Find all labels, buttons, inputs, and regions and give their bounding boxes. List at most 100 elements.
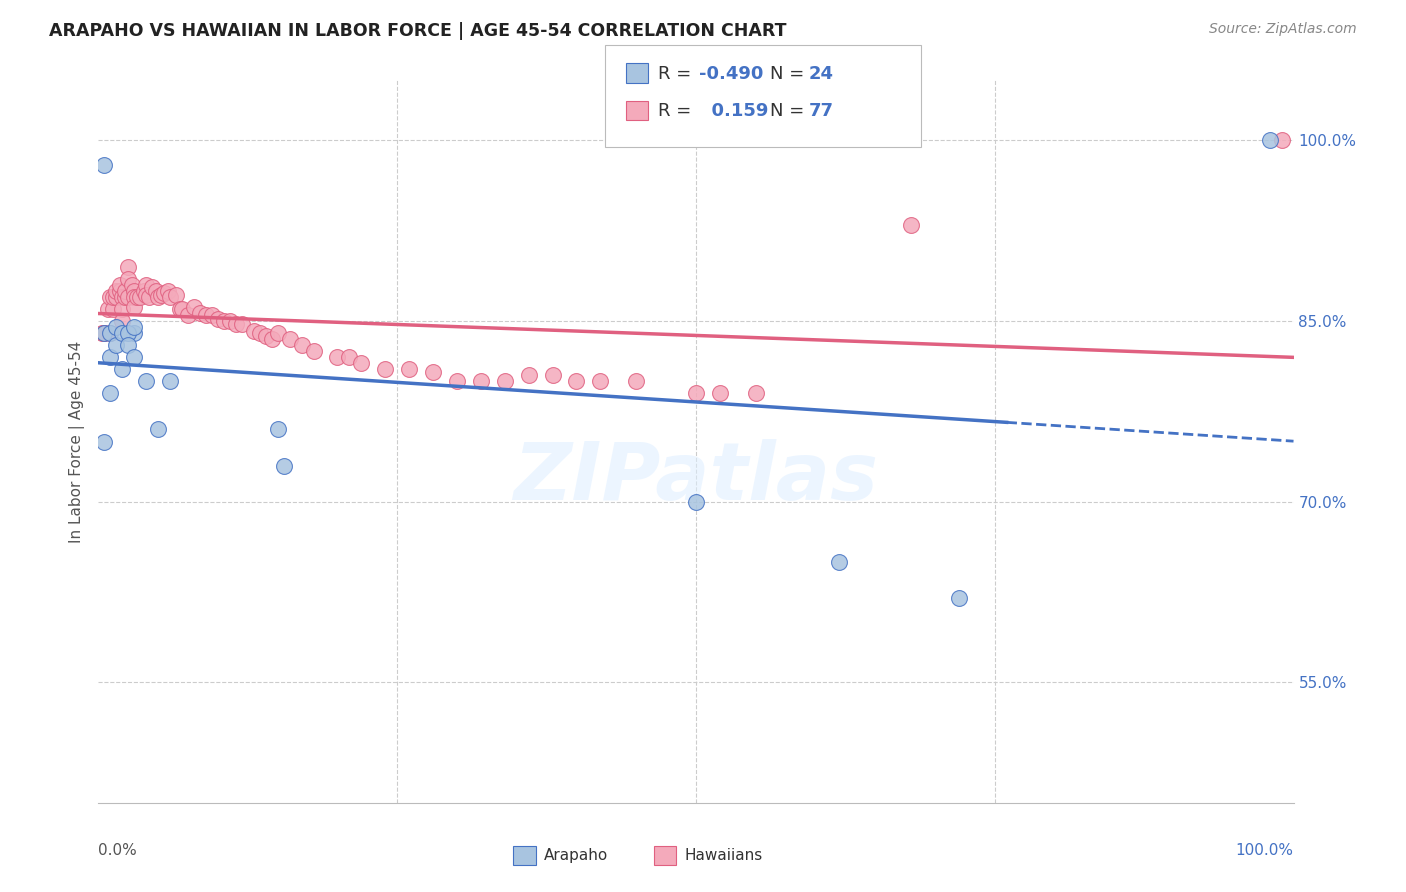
- Point: [93, 158, 115, 172]
- Point: [183, 300, 205, 314]
- Point: [249, 326, 271, 341]
- Text: N =: N =: [770, 65, 810, 83]
- Point: [828, 555, 851, 569]
- Point: [111, 314, 134, 328]
- Point: [141, 280, 163, 294]
- Point: [165, 287, 187, 301]
- Point: [98, 386, 122, 401]
- Text: ZIPatlas: ZIPatlas: [513, 439, 879, 516]
- Point: [101, 290, 124, 304]
- Point: [108, 277, 131, 292]
- Point: [494, 375, 516, 389]
- Point: [125, 290, 148, 304]
- Point: [124, 320, 146, 334]
- Text: N =: N =: [770, 103, 810, 120]
- Point: [148, 423, 170, 437]
- Point: [91, 326, 114, 341]
- Point: [148, 290, 170, 304]
- Point: [273, 458, 295, 473]
- Text: 24: 24: [808, 65, 834, 83]
- Point: [589, 375, 612, 389]
- Point: [212, 314, 235, 328]
- Text: R =: R =: [658, 65, 697, 83]
- Text: 0.159: 0.159: [699, 103, 768, 120]
- Point: [138, 290, 160, 304]
- Point: [172, 301, 194, 317]
- Point: [135, 375, 157, 389]
- Point: [446, 375, 468, 389]
- Point: [231, 317, 253, 331]
- Point: [350, 356, 373, 370]
- Point: [111, 326, 134, 341]
- Point: [195, 308, 218, 322]
- Point: [93, 326, 115, 341]
- Point: [685, 495, 707, 509]
- Point: [626, 375, 648, 389]
- Point: [243, 324, 266, 338]
- Point: [114, 284, 136, 298]
- Point: [108, 284, 131, 298]
- Point: [98, 290, 122, 304]
- Point: [93, 326, 115, 341]
- Point: [422, 365, 444, 379]
- Point: [129, 290, 152, 304]
- Point: [326, 351, 349, 365]
- Point: [117, 260, 139, 274]
- Point: [374, 362, 396, 376]
- Point: [339, 351, 361, 365]
- Point: [398, 362, 420, 376]
- Text: R =: R =: [658, 103, 697, 120]
- Point: [124, 284, 146, 298]
- Point: [745, 386, 768, 401]
- Point: [117, 326, 139, 341]
- Point: [260, 332, 283, 346]
- Y-axis label: In Labor Force | Age 45-54: In Labor Force | Age 45-54: [69, 341, 86, 542]
- Point: [124, 351, 146, 365]
- Text: 77: 77: [808, 103, 834, 120]
- Point: [149, 287, 172, 301]
- Point: [159, 290, 181, 304]
- Point: [201, 308, 224, 322]
- Point: [124, 290, 146, 304]
- Point: [156, 284, 179, 298]
- Point: [565, 375, 588, 389]
- Point: [93, 326, 115, 341]
- Point: [169, 301, 191, 317]
- Point: [98, 326, 122, 341]
- Point: [267, 326, 290, 341]
- Point: [97, 301, 120, 317]
- Point: [709, 386, 731, 401]
- Point: [98, 326, 122, 341]
- Text: Hawaiians: Hawaiians: [685, 848, 763, 863]
- Point: [105, 290, 128, 304]
- Point: [105, 320, 128, 334]
- Point: [177, 308, 200, 322]
- Point: [1258, 133, 1281, 147]
- Point: [124, 326, 146, 341]
- Point: [188, 306, 211, 320]
- Point: [101, 301, 124, 317]
- Point: [98, 351, 122, 365]
- Point: [302, 344, 325, 359]
- Point: [135, 277, 157, 292]
- Point: [1271, 133, 1294, 147]
- Text: ARAPAHO VS HAWAIIAN IN LABOR FORCE | AGE 45-54 CORRELATION CHART: ARAPAHO VS HAWAIIAN IN LABOR FORCE | AGE…: [49, 22, 787, 40]
- Point: [470, 375, 492, 389]
- Text: 0.0%: 0.0%: [98, 843, 138, 857]
- Point: [111, 290, 134, 304]
- Point: [685, 386, 707, 401]
- Point: [517, 368, 540, 383]
- Point: [900, 218, 922, 232]
- Text: Arapaho: Arapaho: [544, 848, 609, 863]
- Point: [111, 301, 134, 317]
- Point: [117, 272, 139, 286]
- Point: [278, 332, 301, 346]
- Text: -0.490: -0.490: [699, 65, 763, 83]
- Point: [948, 591, 970, 606]
- Point: [159, 375, 181, 389]
- Point: [153, 286, 176, 301]
- Point: [219, 314, 242, 328]
- Point: [267, 423, 290, 437]
- Point: [121, 277, 143, 292]
- Text: Source: ZipAtlas.com: Source: ZipAtlas.com: [1209, 22, 1357, 37]
